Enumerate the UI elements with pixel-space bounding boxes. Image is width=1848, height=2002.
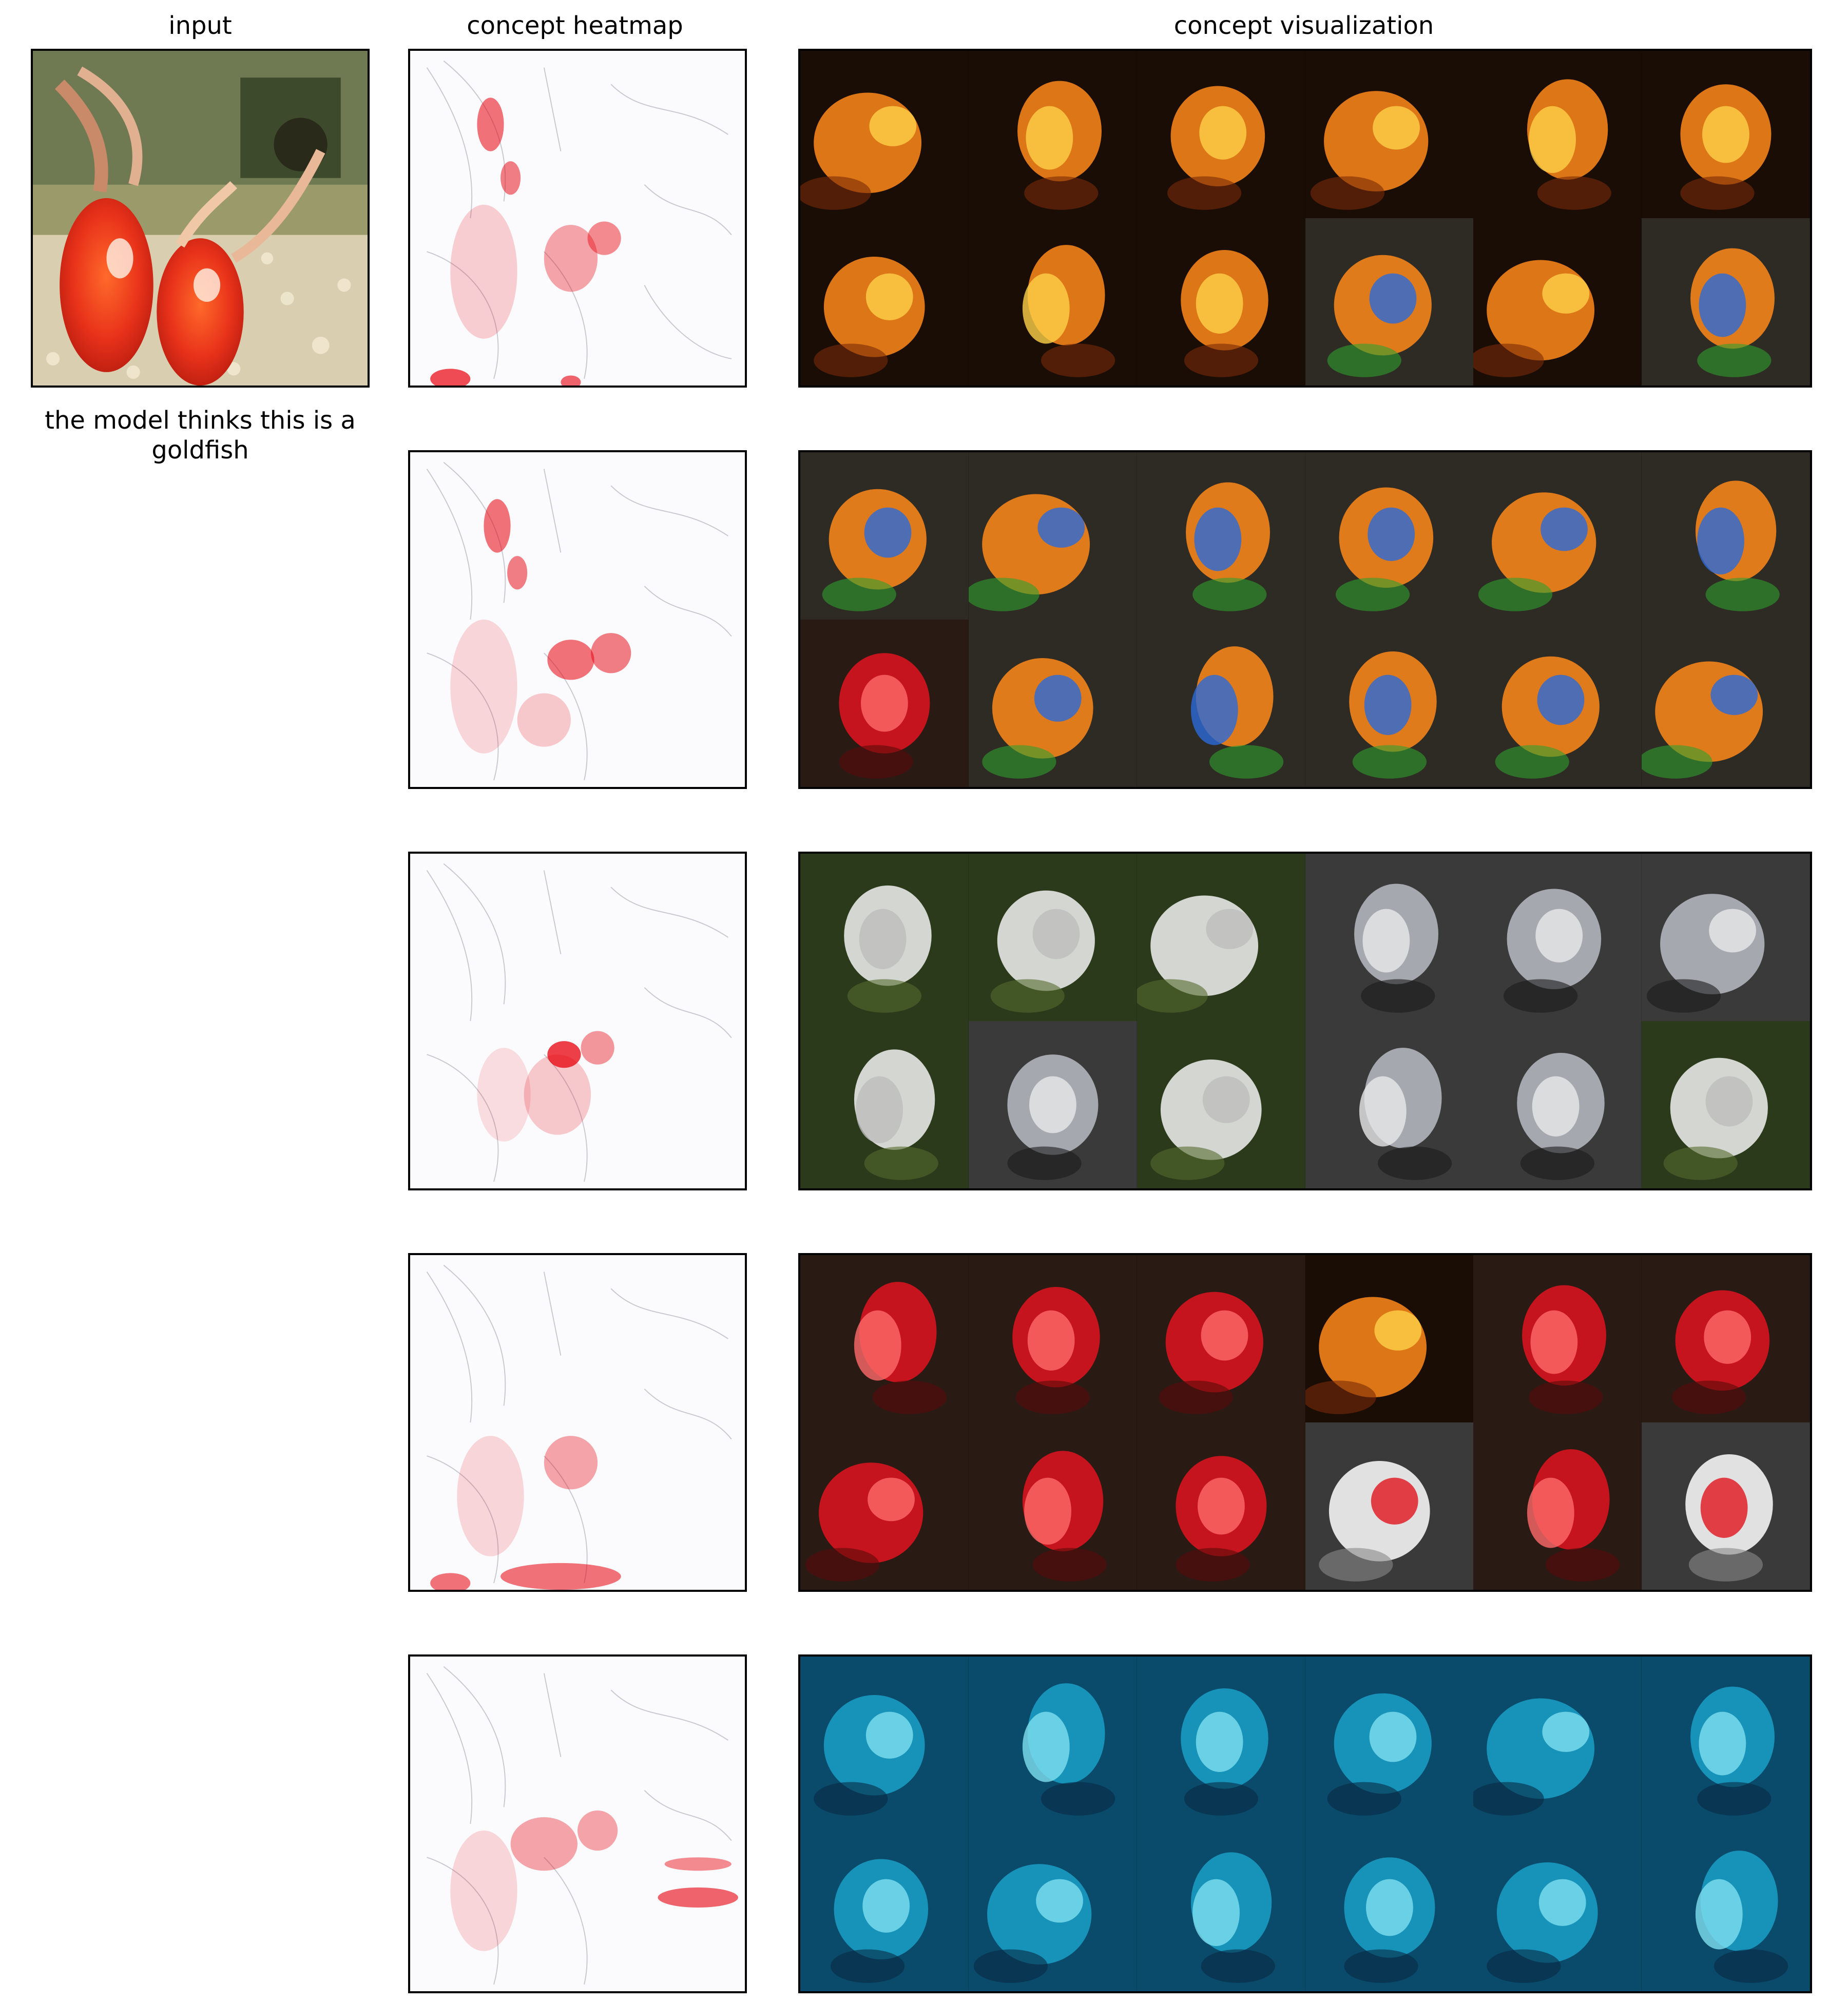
- concept-visualization-5: [798, 1654, 1812, 1993]
- concept-tile-strawberry: [1473, 1422, 1642, 1590]
- concept-tile-robin: [1305, 218, 1474, 386]
- concept-tile-clownfish: [1642, 620, 1810, 787]
- concept-tile-shark: [1137, 1657, 1305, 1824]
- concept-tile-grey-parrot: [1305, 854, 1474, 1021]
- concept-tile-campfire: [800, 218, 969, 386]
- concept-tile-oven-fire: [968, 218, 1137, 386]
- concept-tile-fireplace: [1137, 51, 1305, 218]
- concept-tile-underwater: [968, 1657, 1137, 1824]
- concept-tile-kayaker: [1305, 620, 1474, 787]
- concept-tile-lorikeet: [1137, 452, 1305, 620]
- concept-tile-underwater: [800, 1657, 969, 1824]
- concept-tile-fire-grate: [1305, 51, 1474, 218]
- concept-tile-slug: [968, 620, 1137, 787]
- concept-heatmap-1: [408, 49, 747, 388]
- concept-tile-strawberry: [800, 1422, 969, 1590]
- concept-tile-golf-ball: [1137, 854, 1305, 1021]
- concept-heatmap-2: [408, 450, 747, 789]
- concept-tile-diver: [800, 1824, 969, 1991]
- concept-tile-raspberries: [1642, 1255, 1810, 1422]
- concept-tile-underwater: [1473, 1657, 1642, 1824]
- concept-tile-portrait: [1642, 854, 1810, 1021]
- concept-tile-underwater: [968, 1824, 1137, 1991]
- concept-heatmap-4: [408, 1253, 747, 1592]
- concept-tile-golf-ball: [968, 854, 1137, 1021]
- concept-tile-fireplace: [1642, 51, 1810, 218]
- concept-tile-underwater: [1473, 1824, 1642, 1991]
- concept-tile-grey-parrots: [1305, 1021, 1474, 1188]
- concept-tile-fire-truck: [1305, 1255, 1474, 1422]
- concept-tile-diver: [1642, 1824, 1810, 1991]
- concept-tile-shark: [1137, 1824, 1305, 1991]
- concept-tile-lorikeets: [800, 452, 969, 620]
- concept-tile-strawberry-dessert: [1137, 1255, 1305, 1422]
- concept-tile-salamander: [1137, 620, 1305, 787]
- concept-tile-stove-window: [1137, 218, 1305, 386]
- concept-tile-pomegranate: [1137, 1422, 1305, 1590]
- concept-tile-stove: [1473, 218, 1642, 386]
- heatmap-column-title: concept heatmap: [467, 11, 683, 40]
- visualization-column-title: concept visualization: [1173, 11, 1434, 40]
- concept-tile-red-flowers: [968, 1422, 1137, 1590]
- concept-heatmap-5: [408, 1654, 747, 1993]
- concept-tile-aquarium: [1305, 1824, 1474, 1991]
- concept-tile-ambulance: [1305, 1422, 1474, 1590]
- prediction-caption: the model thinks this is a goldfish: [45, 406, 356, 465]
- concept-tile-diver: [1305, 1657, 1474, 1824]
- concept-tile-rope: [800, 620, 969, 787]
- concept-tile-sea-anemone: [1473, 452, 1642, 620]
- concept-tile-ambulance: [1642, 1422, 1810, 1590]
- concept-tile-snorkelers: [1642, 452, 1810, 620]
- concept-visualization-2: [798, 450, 1812, 789]
- concept-tile-snake: [968, 452, 1137, 620]
- concept-heatmap-3: [408, 852, 747, 1190]
- concept-visualization-1: [798, 49, 1812, 388]
- concept-tile-golf-ball: [1137, 1021, 1305, 1188]
- concept-tile-berries: [800, 1255, 969, 1422]
- concept-tile-golf-ball: [800, 854, 969, 1021]
- concept-tile-goldfish: [1642, 218, 1810, 386]
- concept-tile-fireplace: [800, 51, 969, 218]
- concept-tile-grey-parrot: [968, 1021, 1137, 1188]
- concept-tile-stove-fire: [968, 51, 1137, 218]
- concept-visualization-3: [798, 852, 1812, 1190]
- concept-tile-lorikeet: [1473, 620, 1642, 787]
- concept-tile-underwater: [1642, 1657, 1810, 1824]
- concept-tile-fireplace: [1473, 51, 1642, 218]
- concept-tile-snake: [1305, 452, 1474, 620]
- concept-tile-strawberry: [1473, 1255, 1642, 1422]
- concept-tile-grey-parrot: [1473, 1021, 1642, 1188]
- concept-tile-golf-ball: [1642, 1021, 1810, 1188]
- input-image: [31, 49, 370, 388]
- concept-tile-golf-ball: [800, 1021, 969, 1188]
- concept-visualization-4: [798, 1253, 1812, 1592]
- concept-tile-pomegranate-seeds: [968, 1255, 1137, 1422]
- input-column-title: input: [168, 11, 232, 40]
- concept-tile-grey-parrot: [1473, 854, 1642, 1021]
